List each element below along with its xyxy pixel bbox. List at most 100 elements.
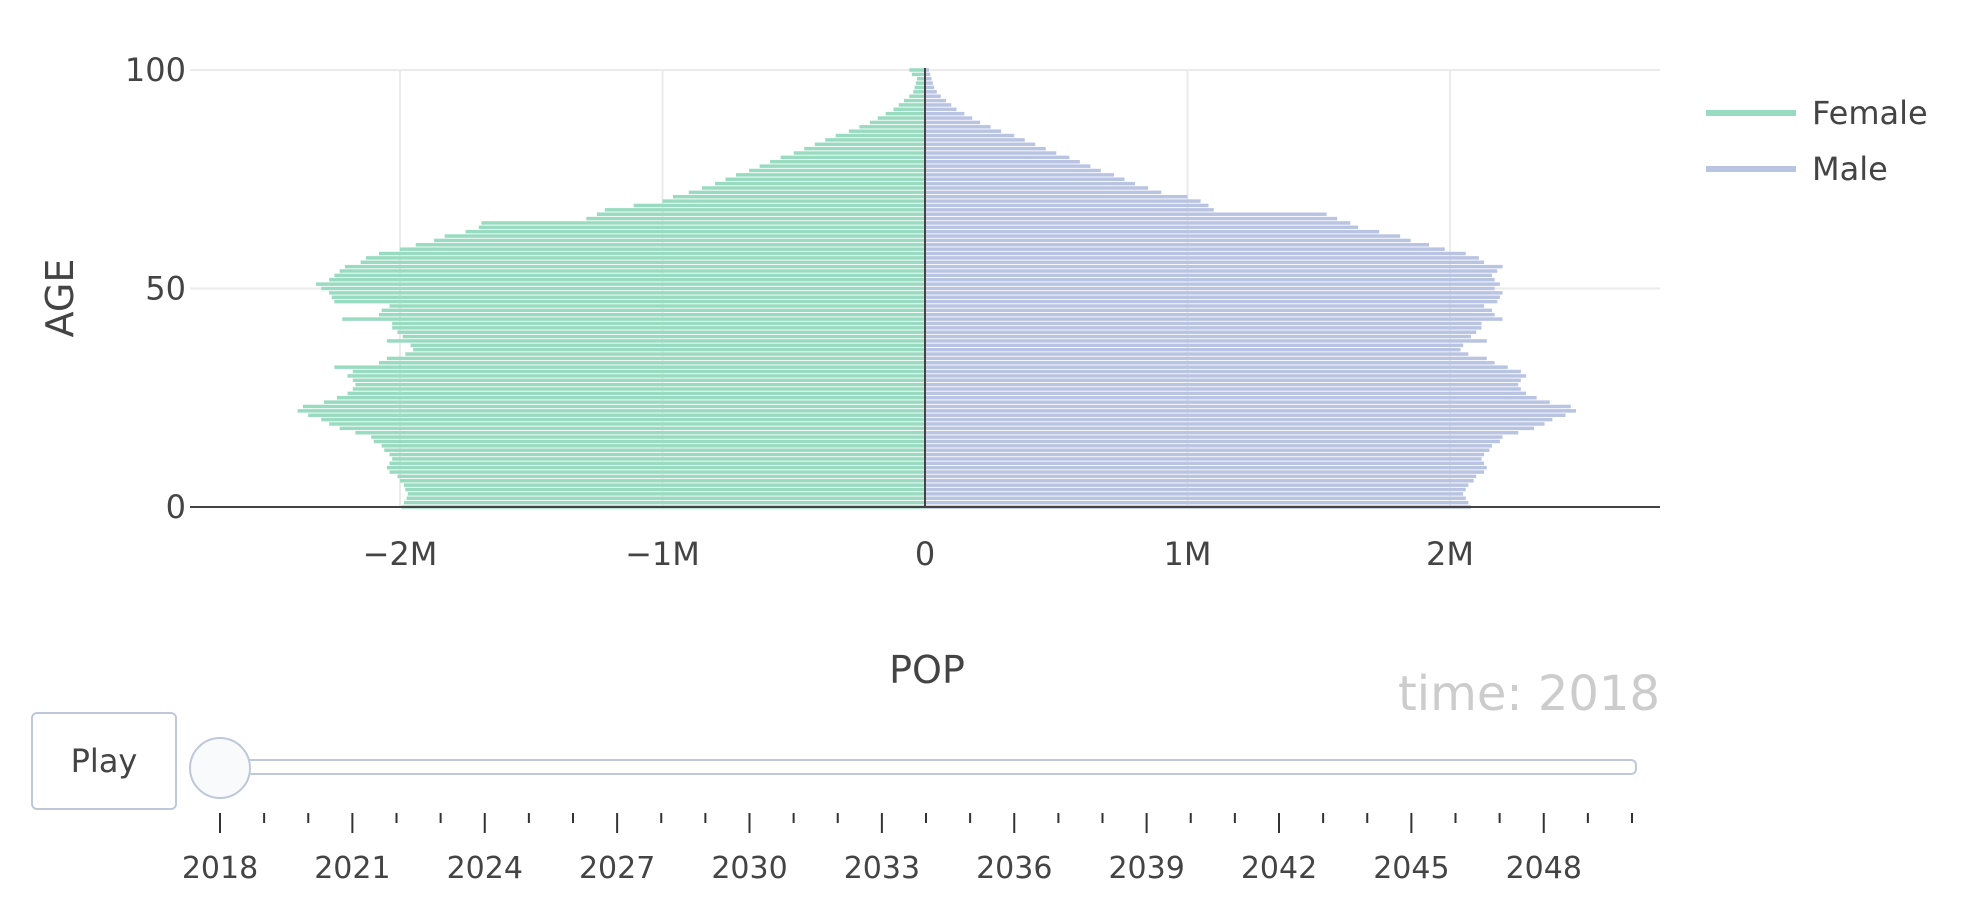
bar-male-age-59[interactable]	[925, 247, 1445, 251]
slider-year-label[interactable]: 2036	[976, 851, 1052, 886]
bar-male-age-71[interactable]	[925, 194, 1188, 199]
bar-female-age-21[interactable]	[308, 413, 925, 417]
bar-female-age-19[interactable]	[329, 422, 925, 426]
bar-female-age-13[interactable]	[384, 448, 925, 452]
bar-male-age-45[interactable]	[925, 308, 1492, 313]
bar-female-age-87[interactable]	[859, 125, 925, 129]
bar-female-age-78[interactable]	[759, 164, 925, 168]
bar-male-age-68[interactable]	[925, 208, 1214, 212]
bar-female-age-54[interactable]	[339, 269, 925, 273]
bar-male-age-91[interactable]	[925, 107, 957, 112]
bar-male-age-30[interactable]	[925, 374, 1527, 378]
bar-female-age-77[interactable]	[749, 168, 925, 173]
bar-male-age-47[interactable]	[925, 299, 1498, 304]
bar-male-age-46[interactable]	[925, 304, 1485, 308]
bar-male-age-1[interactable]	[925, 500, 1469, 505]
bar-female-age-14[interactable]	[381, 444, 925, 448]
bar-female-age-23[interactable]	[302, 404, 925, 409]
bar-male-age-100[interactable]	[925, 68, 929, 72]
play-button[interactable]: Play	[31, 712, 177, 810]
bar-male-age-10[interactable]	[925, 461, 1485, 466]
bar-female-age-2[interactable]	[406, 496, 925, 501]
bar-female-age-92[interactable]	[898, 103, 925, 107]
bar-male-age-99[interactable]	[925, 72, 931, 77]
bar-male-age-37[interactable]	[925, 343, 1464, 348]
bar-female-age-47[interactable]	[334, 299, 925, 304]
bar-female-age-73[interactable]	[701, 186, 925, 190]
bar-male-age-97[interactable]	[925, 81, 933, 85]
bar-male-age-4[interactable]	[925, 487, 1466, 492]
bar-female-age-35[interactable]	[405, 352, 925, 356]
bar-female-age-12[interactable]	[389, 452, 926, 457]
bar-female-age-60[interactable]	[415, 243, 925, 247]
bar-male-age-92[interactable]	[925, 103, 952, 107]
bar-male-age-96[interactable]	[925, 85, 935, 90]
bar-male-age-6[interactable]	[925, 479, 1474, 483]
bar-male-age-55[interactable]	[925, 264, 1503, 269]
bar-male-age-76[interactable]	[925, 173, 1114, 177]
bar-female-age-8[interactable]	[389, 470, 926, 474]
bar-female-age-18[interactable]	[339, 426, 925, 431]
bar-female-age-63[interactable]	[465, 229, 925, 234]
bar-male-age-73[interactable]	[925, 186, 1149, 190]
bar-female-age-50[interactable]	[321, 286, 925, 291]
bar-male-age-27[interactable]	[925, 387, 1521, 391]
bar-female-age-74[interactable]	[715, 181, 925, 186]
bar-male-age-66[interactable]	[925, 216, 1338, 221]
bar-female-age-17[interactable]	[355, 430, 925, 435]
bar-female-age-100[interactable]	[909, 68, 925, 72]
bar-male-age-84[interactable]	[925, 138, 1025, 142]
bar-female-age-97[interactable]	[915, 81, 925, 85]
bar-male-age-18[interactable]	[925, 426, 1534, 431]
bar-female-age-99[interactable]	[911, 72, 925, 77]
bar-female-age-29[interactable]	[352, 378, 925, 383]
bar-male-age-83[interactable]	[925, 142, 1036, 147]
bar-female-age-43[interactable]	[342, 317, 925, 321]
bar-female-age-31[interactable]	[352, 369, 925, 374]
slider-year-label[interactable]: 2024	[447, 851, 523, 886]
bar-female-age-79[interactable]	[770, 160, 925, 164]
bar-female-age-71[interactable]	[673, 194, 925, 199]
bar-male-age-52[interactable]	[925, 278, 1495, 282]
bar-male-age-44[interactable]	[925, 312, 1495, 317]
bar-male-age-53[interactable]	[925, 273, 1492, 278]
slider-year-label[interactable]: 2042	[1241, 851, 1317, 886]
bar-female-age-48[interactable]	[331, 295, 925, 299]
bar-female-age-44[interactable]	[379, 312, 925, 317]
bar-female-age-55[interactable]	[344, 264, 925, 269]
bar-female-age-24[interactable]	[323, 400, 925, 404]
bar-male-age-74[interactable]	[925, 181, 1135, 186]
bar-female-age-83[interactable]	[814, 142, 925, 147]
bar-male-age-42[interactable]	[925, 321, 1482, 326]
timeline-slider-handle[interactable]	[189, 737, 251, 799]
bar-male-age-50[interactable]	[925, 286, 1495, 291]
bar-female-age-32[interactable]	[334, 365, 925, 369]
bar-female-age-20[interactable]	[321, 417, 925, 422]
bar-male-age-32[interactable]	[925, 365, 1508, 369]
bar-male-age-12[interactable]	[925, 452, 1485, 457]
bar-female-age-85[interactable]	[835, 133, 925, 138]
bar-male-age-34[interactable]	[925, 356, 1487, 361]
bar-female-age-68[interactable]	[604, 208, 925, 212]
bar-female-age-30[interactable]	[347, 374, 926, 378]
bar-female-age-94[interactable]	[909, 94, 925, 98]
bar-female-age-51[interactable]	[316, 282, 925, 286]
bar-female-age-37[interactable]	[410, 343, 926, 348]
bar-male-age-72[interactable]	[925, 190, 1162, 195]
bar-female-age-27[interactable]	[352, 387, 925, 391]
bar-female-age-52[interactable]	[329, 278, 925, 282]
bar-male-age-56[interactable]	[925, 260, 1485, 265]
bar-female-age-61[interactable]	[434, 238, 925, 243]
bar-female-age-65[interactable]	[481, 221, 925, 225]
bar-male-age-19[interactable]	[925, 422, 1545, 426]
bar-female-age-57[interactable]	[365, 256, 925, 260]
bar-female-age-70[interactable]	[662, 199, 926, 203]
bar-male-age-58[interactable]	[925, 251, 1466, 256]
bar-female-age-40[interactable]	[397, 330, 925, 334]
bar-male-age-2[interactable]	[925, 496, 1466, 501]
bar-male-age-75[interactable]	[925, 177, 1125, 181]
bar-female-age-1[interactable]	[403, 500, 925, 505]
bar-female-age-5[interactable]	[403, 483, 925, 487]
bar-female-age-66[interactable]	[586, 216, 925, 221]
bar-female-age-93[interactable]	[904, 98, 925, 103]
